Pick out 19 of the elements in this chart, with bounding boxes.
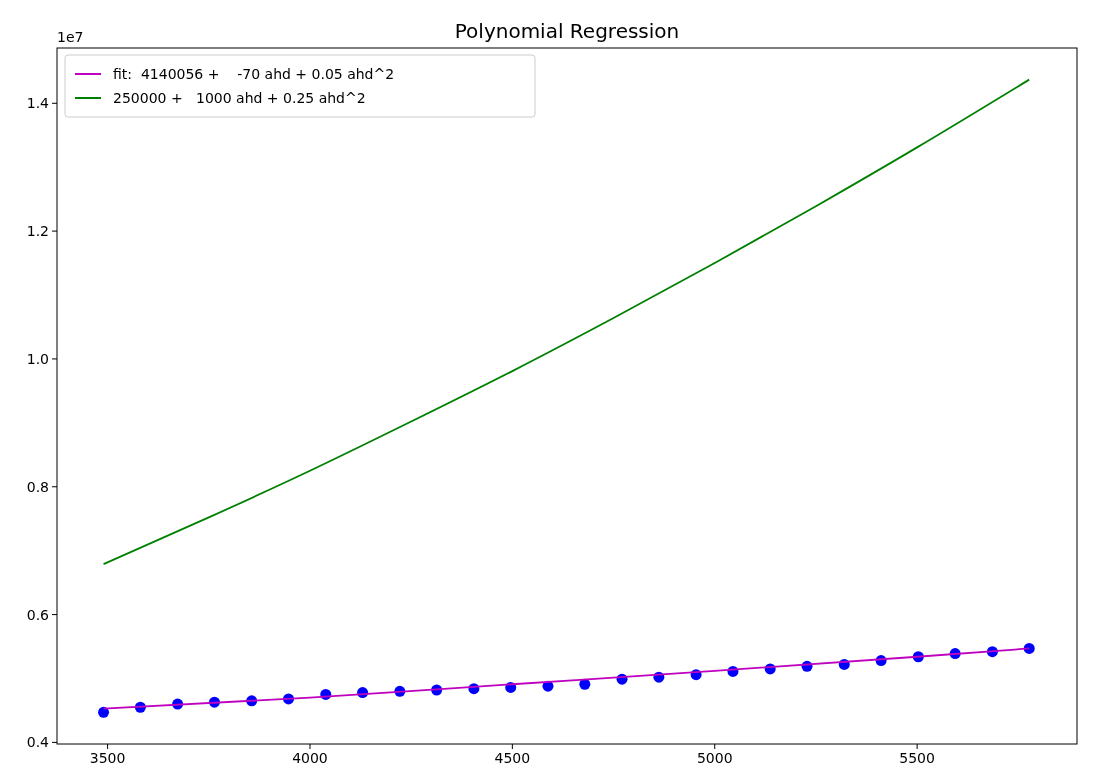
- legend-label: 250000 + 1000 ahd + 0.25 ahd^2: [113, 90, 366, 106]
- x-tick-label: 4000: [292, 750, 328, 766]
- x-tick-label: 4500: [494, 750, 531, 766]
- point: [1023, 642, 1035, 654]
- point: [579, 678, 591, 690]
- chart-title: Polynomial Regression: [454, 19, 680, 43]
- x-tick-label: 5500: [899, 750, 935, 766]
- y-tick-label: 1.0: [26, 350, 49, 367]
- y-tick-label: 0.6: [26, 606, 50, 623]
- y-tick-label: 0.8: [26, 478, 49, 495]
- text: 1e7: [57, 29, 84, 45]
- y-tick-label: 1.2: [26, 223, 49, 240]
- x-tick-label: 3500: [89, 750, 126, 766]
- line-series: [102, 78, 1031, 565]
- x-tick-label: 5000: [696, 750, 733, 766]
- legend-label: fit: 4140056 + -70 ahd + 0.05 ahd^2: [113, 66, 395, 82]
- y-tick-label: 0.4: [26, 734, 50, 751]
- point: [98, 706, 110, 718]
- y-tick-label: 1.4: [26, 95, 50, 112]
